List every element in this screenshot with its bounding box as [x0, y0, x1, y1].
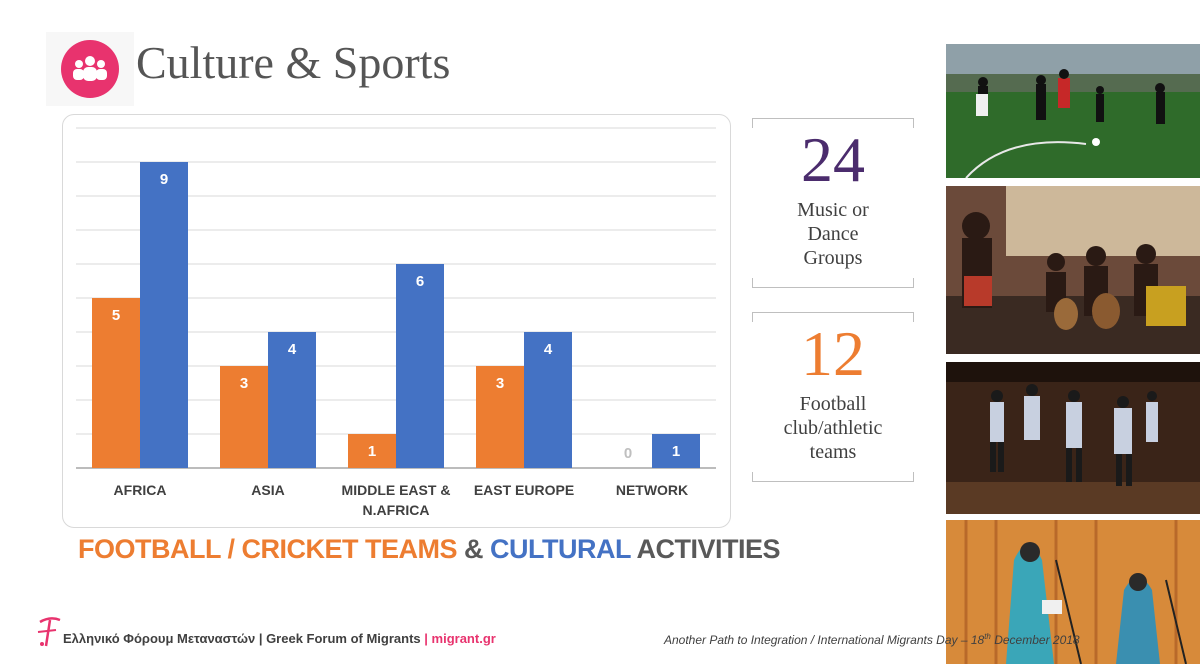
stat-label-line: Music or — [797, 199, 869, 221]
data-label: 6 — [416, 273, 424, 290]
stat-label: Music or Dance Groups — [756, 198, 910, 270]
stat-label-line: club/athletic — [783, 417, 883, 439]
bar — [348, 434, 396, 468]
stat-label-line: Groups — [803, 247, 863, 269]
stat-number: 24 — [801, 124, 865, 195]
bar — [652, 434, 700, 468]
stat-label-line: teams — [809, 441, 857, 463]
data-label: 3 — [496, 375, 504, 392]
football-match-photo — [946, 44, 1200, 178]
bar — [92, 298, 140, 468]
footer-org-name: Ελληνικό Φόρουμ Μεταναστών | Greek Forum… — [63, 631, 421, 646]
category-label: N.AFRICA — [363, 502, 430, 518]
bar — [396, 264, 444, 468]
bracket-top — [752, 118, 914, 128]
data-label: 9 — [160, 171, 168, 188]
stat-music-dance-groups: 24 Music or Dance Groups — [752, 118, 914, 288]
footer-event-text: Another Path to Integration / Internatio… — [664, 632, 1080, 647]
data-label: 0 — [624, 445, 632, 462]
subtitle-ampersand: & — [457, 534, 491, 564]
category-label: NETWORK — [616, 482, 688, 498]
footer-event-main: Another Path to Integration / Internatio… — [664, 633, 985, 647]
footer-event-sup: th — [984, 632, 991, 641]
data-label: 5 — [112, 307, 120, 324]
stat-number: 12 — [801, 318, 865, 389]
category-label: EAST EUROPE — [474, 482, 574, 498]
bracket-top — [752, 312, 914, 322]
data-label: 4 — [288, 341, 297, 358]
category-label: MIDDLE EAST & — [342, 482, 451, 498]
bar — [268, 332, 316, 468]
bracket-bottom — [752, 472, 914, 482]
bar — [140, 162, 188, 468]
subtitle-activities: ACTIVITIES — [630, 534, 781, 564]
footer-organization: Ελληνικό Φόρουμ Μεταναστών | Greek Forum… — [63, 631, 496, 646]
stat-label-line: Football — [799, 393, 867, 415]
data-label: 3 — [240, 375, 248, 392]
page-title: Culture & Sports — [136, 37, 451, 88]
chart-subtitle: FOOTBALL / CRICKET TEAMS & CULTURAL ACTI… — [78, 534, 781, 565]
dance-drummers-photo — [946, 186, 1200, 354]
bar-chart: 5 9 AFRICA 3 4 ASIA 1 6 MIDDLE EAST & N.AFRICA 3 4 E… — [76, 127, 716, 518]
bar — [524, 332, 572, 468]
stat-football-clubs: 12 Football club/athletic teams — [752, 312, 914, 482]
people-group-icon — [61, 40, 119, 98]
bracket-bottom — [752, 278, 914, 288]
data-label: 1 — [672, 443, 680, 460]
footer-event-tail: December 2018 — [990, 633, 1080, 647]
subtitle-football-cricket: FOOTBALL / CRICKET TEAMS — [78, 534, 458, 564]
bar — [220, 366, 268, 468]
footer-website-link[interactable]: migrant.gr — [431, 631, 496, 646]
subtitle-cultural: CULTURAL — [490, 534, 631, 564]
stat-label-line: Dance — [807, 223, 859, 245]
category-label: ASIA — [251, 482, 284, 498]
stat-label: Football club/athletic teams — [756, 392, 910, 464]
folk-dance-stage-photo — [946, 362, 1200, 514]
category-label: AFRICA — [114, 482, 167, 498]
data-label: 4 — [544, 341, 553, 358]
bar — [476, 366, 524, 468]
speakers-stage-photo — [946, 520, 1200, 664]
forum-logo-icon — [34, 614, 62, 650]
footer-separator: | — [420, 631, 432, 646]
data-label: 1 — [368, 443, 376, 460]
